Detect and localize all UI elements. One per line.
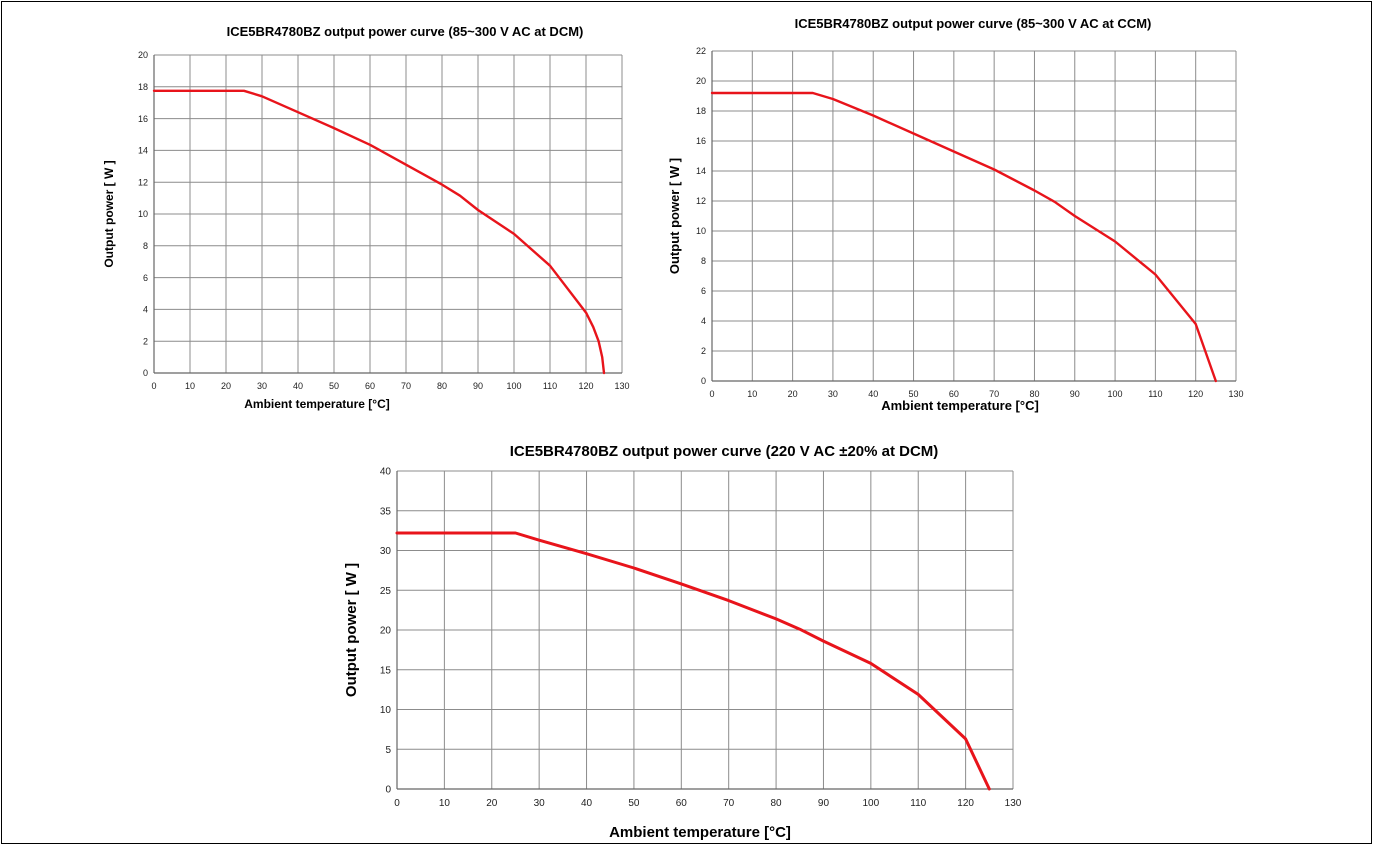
y-tick-label: 4 — [701, 316, 706, 326]
y-tick-label: 18 — [138, 82, 148, 92]
x-tick-label: 70 — [989, 389, 999, 399]
x-tick-label: 0 — [151, 381, 156, 391]
plot-area — [712, 51, 1236, 381]
y-tick-label: 12 — [138, 177, 148, 187]
x-tick-label: 10 — [185, 381, 195, 391]
chart-ccm-85-300-svg: 0 10 20 30 40 50 60 70 80 90 100 110 120 130 0 2 4 6 8 10 12… — [667, 16, 1244, 413]
y-tick-label: 35 — [380, 506, 392, 517]
chart-dcm-220-svg: 0 10 20 30 40 50 60 70 80 90 100 110 120 130 0 5 10 15 20 2… — [343, 443, 1022, 841]
x-tick-label: 60 — [365, 381, 375, 391]
x-axis-label: Ambient temperature [°C] — [881, 398, 1039, 413]
y-tick-label: 4 — [143, 305, 148, 315]
y-axis-label: Output power [ W ] — [667, 158, 682, 274]
y-tick-label: 10 — [380, 705, 392, 716]
y-tick-label: 20 — [380, 626, 392, 637]
x-tick-label: 20 — [788, 389, 798, 399]
x-tick-label: 30 — [828, 389, 838, 399]
y-tick-label: 20 — [696, 76, 706, 86]
x-tick-label: 20 — [486, 798, 498, 809]
x-tick-label: 30 — [534, 798, 546, 809]
y-tick-label: 5 — [385, 745, 391, 756]
chart-dcm-85-300-svg: 0 10 20 30 40 50 60 70 80 90 100 110 120 130 0 2 4 6 8 10 12… — [102, 24, 630, 411]
y-tick-label: 0 — [143, 368, 148, 378]
x-tick-label: 80 — [771, 798, 783, 809]
chart-title: ICE5BR4780BZ output power curve (85~300 … — [227, 24, 584, 39]
x-tick-label: 80 — [1029, 389, 1039, 399]
x-tick-label: 10 — [439, 798, 451, 809]
y-tick-label: 0 — [385, 785, 391, 796]
x-tick-label: 110 — [910, 798, 926, 809]
x-tick-label: 110 — [543, 381, 557, 391]
y-tick-label: 15 — [380, 665, 392, 676]
chart-dcm-85-300: 0 10 20 30 40 50 60 70 80 90 100 110 120 130 0 2 4 6 8 10 12… — [97, 14, 667, 422]
y-tick-label: 16 — [138, 114, 148, 124]
y-axis-label: Output power [ W ] — [343, 563, 360, 697]
x-tick-label: 50 — [329, 381, 339, 391]
y-tick-label: 2 — [701, 346, 706, 356]
x-axis-label: Ambient temperature [°C] — [609, 824, 791, 841]
chart-ccm-85-300: 0 10 20 30 40 50 60 70 80 90 100 110 120 130 0 2 4 6 8 10 12… — [663, 14, 1263, 422]
y-tick-label: 20 — [138, 50, 148, 60]
x-tick-label: 30 — [257, 381, 267, 391]
y-tick-label: 6 — [143, 273, 148, 283]
x-tick-label: 120 — [957, 798, 974, 809]
y-tick-label: 2 — [143, 336, 148, 346]
x-tick-label: 20 — [221, 381, 231, 391]
x-tick-label: 100 — [506, 381, 521, 391]
x-tick-label: 70 — [401, 381, 411, 391]
x-tick-label: 60 — [676, 798, 688, 809]
chart-dcm-220: 0 10 20 30 40 50 60 70 80 90 100 110 120 130 0 5 10 15 20 2… — [340, 434, 1040, 844]
x-tick-label: 70 — [723, 798, 735, 809]
x-tick-label: 10 — [747, 389, 757, 399]
y-tick-label: 0 — [701, 376, 706, 386]
x-axis-label: Ambient temperature [°C] — [244, 397, 389, 411]
y-tick-label: 22 — [696, 46, 706, 56]
x-tick-label: 80 — [437, 381, 447, 391]
y-tick-label: 10 — [138, 209, 148, 219]
y-tick-label: 6 — [701, 286, 706, 296]
series-line — [395, 531, 991, 791]
x-tick-label: 130 — [1005, 798, 1022, 809]
x-tick-label: 40 — [581, 798, 593, 809]
y-tick-label: 16 — [696, 136, 706, 146]
x-tick-label: 100 — [863, 798, 880, 809]
x-tick-label: 90 — [473, 381, 483, 391]
y-tick-label: 8 — [143, 241, 148, 251]
y-tick-label: 18 — [696, 106, 706, 116]
x-tick-label: 40 — [868, 389, 878, 399]
chart-title: ICE5BR4780BZ output power curve (220 V A… — [510, 443, 939, 460]
series-line — [710, 91, 1217, 383]
x-tick-label: 0 — [709, 389, 714, 399]
x-tick-label: 120 — [578, 381, 593, 391]
y-axis-label: Output power [ W ] — [102, 160, 116, 267]
x-tick-label: 130 — [614, 381, 629, 391]
x-tick-label: 40 — [293, 381, 303, 391]
y-tick-label: 40 — [380, 467, 392, 478]
y-tick-label: 10 — [696, 226, 706, 236]
x-tick-label: 50 — [909, 389, 919, 399]
x-tick-label: 60 — [949, 389, 959, 399]
x-tick-label: 100 — [1108, 389, 1123, 399]
y-tick-label: 30 — [380, 546, 392, 557]
x-tick-label: 90 — [1070, 389, 1080, 399]
y-tick-label: 8 — [701, 256, 706, 266]
y-tick-label: 25 — [380, 586, 392, 597]
x-tick-label: 130 — [1228, 389, 1243, 399]
x-tick-label: 0 — [394, 798, 400, 809]
series-line — [152, 89, 606, 375]
x-tick-label: 50 — [628, 798, 640, 809]
chart-title: ICE5BR4780BZ output power curve (85~300 … — [795, 16, 1152, 31]
y-tick-label: 12 — [696, 196, 706, 206]
y-tick-label: 14 — [696, 166, 706, 176]
x-tick-label: 110 — [1148, 389, 1162, 399]
y-tick-label: 14 — [138, 146, 148, 156]
x-tick-label: 90 — [818, 798, 830, 809]
x-tick-label: 120 — [1188, 389, 1203, 399]
